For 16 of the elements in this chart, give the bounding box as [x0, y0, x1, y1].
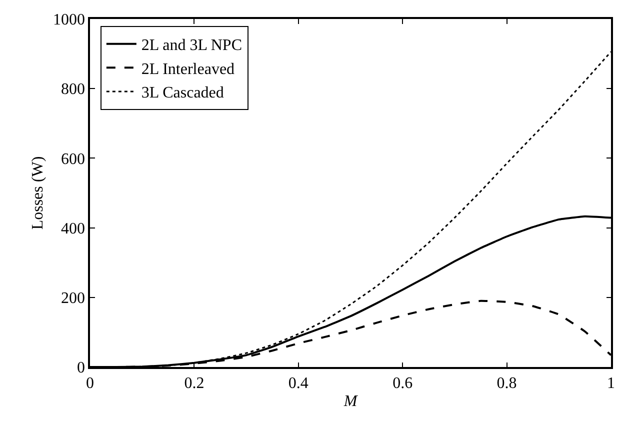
x-tick-label: 1 — [607, 374, 615, 392]
x-axis-title: M — [342, 393, 359, 410]
y-tick-label: 200 — [61, 290, 86, 307]
x-tick-label: 0.6 — [392, 374, 413, 392]
x-tick-label: 0.4 — [288, 374, 308, 392]
y-axis-title: Losses (W) — [29, 156, 46, 230]
legend-label: 3L Cascaded — [141, 84, 224, 102]
y-tick-label: 400 — [61, 220, 86, 238]
legend-label: 2L and 3L NPC — [141, 37, 242, 54]
y-tick-label: 800 — [61, 81, 86, 98]
y-tick-label: 1000 — [53, 12, 86, 29]
y-tick-label: 600 — [61, 150, 86, 168]
x-tick-label: 0.8 — [496, 374, 517, 392]
y-tick-label: 0 — [77, 360, 86, 377]
x-tick-label: 0.2 — [184, 374, 204, 392]
legend-label: 2L Interleaved — [141, 60, 235, 78]
